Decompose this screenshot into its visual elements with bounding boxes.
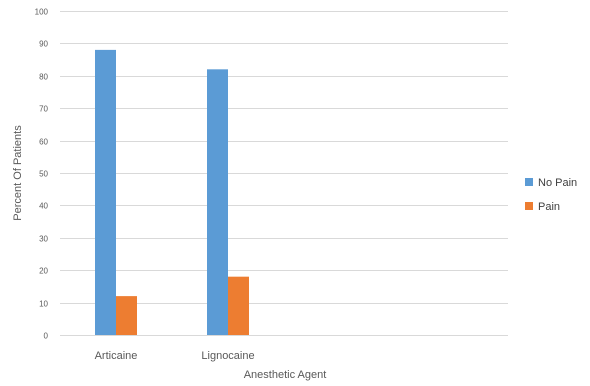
y-tick-label: 40 <box>39 202 48 211</box>
bar-no-pain-articaine <box>95 49 116 335</box>
legend-label: Pain <box>538 201 560 213</box>
x-axis-categories: Articaine Lignocaine <box>95 350 255 362</box>
y-tick-label: 80 <box>39 73 48 82</box>
gridlines <box>60 11 508 336</box>
y-tick-label: 10 <box>39 300 48 309</box>
x-tick-label: Articaine <box>95 350 138 362</box>
bar-pain-lignocaine <box>228 276 249 335</box>
y-tick-label: 50 <box>39 170 48 179</box>
y-tick-label: 70 <box>39 105 48 114</box>
x-tick-label: Lignocaine <box>201 350 254 362</box>
y-tick-label: 90 <box>39 40 48 49</box>
y-axis-ticks: 0 10 20 30 40 50 60 70 80 90 100 <box>35 8 49 341</box>
legend-label: No Pain <box>538 177 577 189</box>
y-tick-label: 60 <box>39 138 48 147</box>
y-tick-label: 0 <box>44 332 49 341</box>
legend: No Pain Pain <box>525 177 577 213</box>
x-axis-title: Anesthetic Agent <box>244 369 327 381</box>
legend-swatch <box>525 178 533 186</box>
y-tick-label: 20 <box>39 267 48 276</box>
legend-swatch <box>525 202 533 210</box>
y-tick-label: 100 <box>35 8 49 17</box>
y-tick-label: 30 <box>39 235 48 244</box>
bars <box>95 49 249 335</box>
y-axis-title: Percent Of Patients <box>12 125 24 221</box>
bar-pain-articaine <box>116 296 137 335</box>
bar-no-pain-lignocaine <box>207 69 228 335</box>
